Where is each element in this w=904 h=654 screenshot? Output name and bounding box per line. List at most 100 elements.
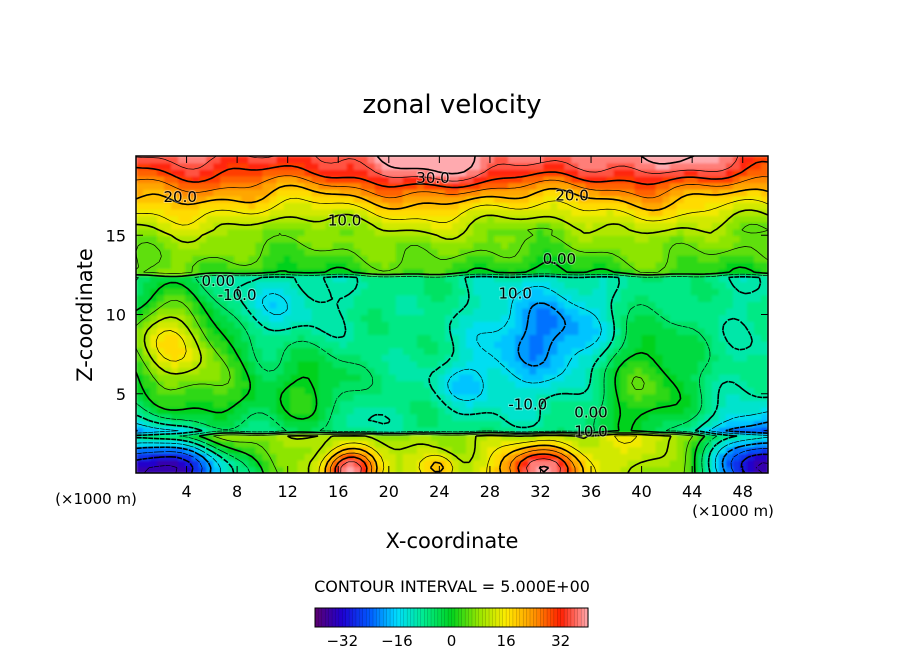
field-cell bbox=[339, 373, 348, 382]
field-cell bbox=[290, 433, 299, 441]
field-cell bbox=[739, 175, 748, 184]
field-cell bbox=[416, 241, 425, 250]
field-cell bbox=[683, 241, 692, 250]
field-cell bbox=[529, 215, 537, 223]
field-cell bbox=[409, 420, 418, 428]
field-cell bbox=[318, 321, 327, 329]
field-cell bbox=[480, 307, 488, 316]
field-cell bbox=[304, 261, 313, 269]
field-cell bbox=[452, 340, 460, 349]
field-cell bbox=[353, 413, 362, 421]
field-cell bbox=[269, 235, 278, 243]
field-cell bbox=[444, 215, 453, 223]
field-cell bbox=[494, 406, 502, 415]
field-cell bbox=[206, 261, 214, 269]
x-tick-label: 12 bbox=[278, 482, 298, 501]
field-cell bbox=[739, 426, 748, 435]
field-cell bbox=[402, 439, 411, 448]
field-cell bbox=[325, 459, 334, 468]
field-cell bbox=[599, 314, 608, 322]
field-cell bbox=[283, 228, 292, 236]
field-cell bbox=[269, 446, 278, 454]
field-cell bbox=[297, 156, 306, 164]
field-cell bbox=[353, 354, 362, 362]
field-cell bbox=[543, 208, 552, 217]
field-cell bbox=[466, 387, 474, 395]
field-cell bbox=[248, 466, 257, 473]
field-cell bbox=[697, 274, 706, 283]
field-cell bbox=[739, 380, 748, 388]
field-cell bbox=[515, 446, 523, 454]
field-cell bbox=[571, 400, 580, 408]
field-cell bbox=[669, 406, 678, 415]
field-cell bbox=[550, 195, 559, 203]
field-cell bbox=[494, 433, 502, 441]
field-cell bbox=[262, 294, 271, 302]
field-cell bbox=[662, 360, 671, 369]
field-cell bbox=[304, 400, 313, 408]
field-cell bbox=[466, 208, 474, 217]
field-cell bbox=[157, 274, 165, 283]
field-cell bbox=[732, 367, 741, 375]
field-cell bbox=[290, 420, 299, 428]
field-cell bbox=[213, 235, 221, 243]
field-cell bbox=[753, 354, 762, 362]
field-cell bbox=[150, 274, 158, 283]
field-cell bbox=[676, 248, 685, 256]
field-cell bbox=[367, 281, 376, 289]
field-cell bbox=[648, 459, 657, 468]
field-cell bbox=[388, 222, 397, 230]
field-cell bbox=[423, 413, 432, 421]
field-cell bbox=[522, 222, 530, 230]
field-cell bbox=[515, 334, 523, 342]
field-cell bbox=[220, 182, 228, 190]
field-cell bbox=[669, 169, 678, 177]
field-cell bbox=[150, 334, 158, 342]
field-cell bbox=[634, 156, 643, 164]
field-cell bbox=[227, 169, 236, 177]
field-cell bbox=[255, 387, 264, 395]
field-cell bbox=[367, 393, 376, 402]
field-cell bbox=[136, 228, 144, 236]
field-cell bbox=[157, 387, 165, 395]
field-cell bbox=[522, 274, 530, 283]
field-cell bbox=[648, 334, 657, 342]
field-cell bbox=[480, 340, 488, 349]
field-cell bbox=[676, 321, 685, 329]
field-cell bbox=[522, 321, 530, 329]
field-cell bbox=[185, 340, 193, 349]
field-cell bbox=[227, 393, 236, 402]
field-cell bbox=[515, 175, 523, 184]
field-cell bbox=[536, 222, 544, 230]
field-cell bbox=[283, 380, 292, 388]
field-cell bbox=[164, 360, 172, 369]
field-cell bbox=[409, 301, 418, 309]
field-cell bbox=[515, 380, 523, 388]
field-cell bbox=[571, 413, 580, 421]
field-cell bbox=[704, 373, 713, 382]
field-cell bbox=[564, 373, 573, 382]
field-cell bbox=[150, 466, 158, 473]
field-cell bbox=[634, 274, 643, 283]
field-cell bbox=[199, 175, 207, 184]
field-cell bbox=[241, 248, 250, 256]
field-cell bbox=[213, 241, 221, 250]
field-cell bbox=[662, 393, 671, 402]
field-cell bbox=[297, 235, 306, 243]
field-cell bbox=[494, 453, 502, 461]
field-cell bbox=[662, 255, 671, 263]
field-cell bbox=[627, 354, 636, 362]
field-cell bbox=[360, 314, 369, 322]
field-cell bbox=[227, 208, 236, 217]
field-cell bbox=[255, 420, 264, 428]
field-cell bbox=[466, 215, 474, 223]
field-cell bbox=[564, 327, 573, 336]
field-cell bbox=[725, 294, 734, 302]
field-cell bbox=[690, 261, 699, 269]
field-cell bbox=[452, 208, 460, 217]
field-cell bbox=[360, 340, 369, 349]
field-cell bbox=[585, 400, 594, 408]
field-cell bbox=[760, 294, 768, 302]
field-cell bbox=[171, 261, 179, 269]
x-tick-label: 32 bbox=[530, 482, 550, 501]
